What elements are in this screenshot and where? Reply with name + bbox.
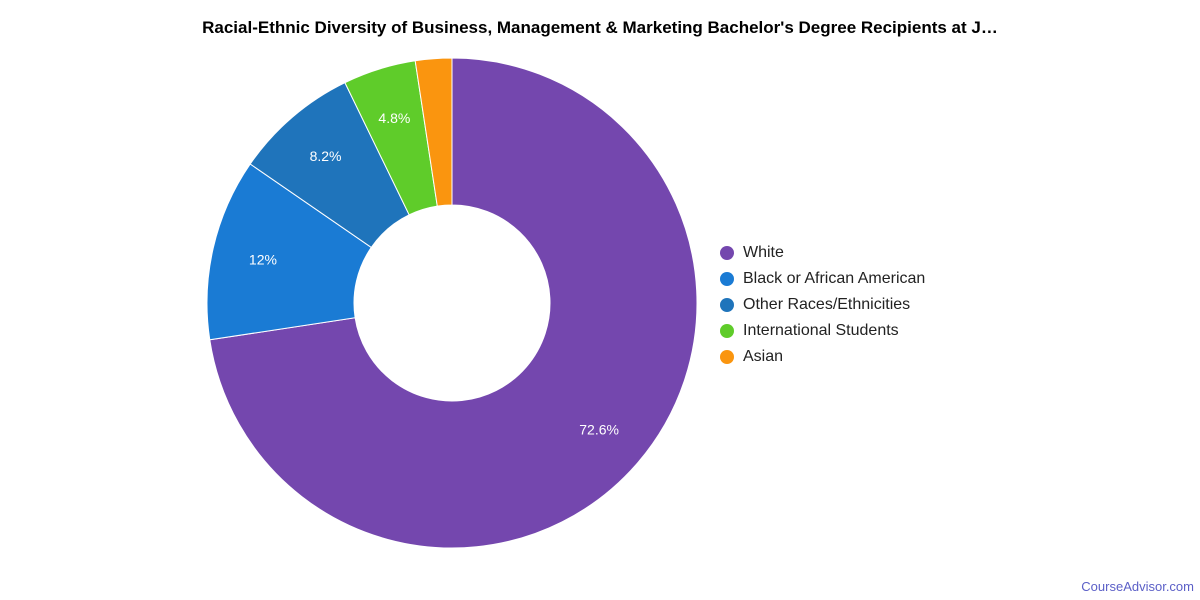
- legend-label: White: [743, 244, 784, 261]
- slice-black-or-african-american[interactable]: [206, 163, 372, 341]
- legend-label: Black or African American: [743, 270, 926, 287]
- slices-group: [206, 57, 698, 549]
- legend-swatch: [720, 324, 734, 338]
- legend-item[interactable]: International Students: [720, 318, 925, 344]
- legend-label: Asian: [743, 348, 784, 365]
- chart-title: Racial-Ethnic Diversity of Business, Man…: [202, 18, 998, 37]
- legend: White Black or African American Other Race…: [720, 240, 925, 370]
- slice-value-label: 12%: [249, 251, 277, 267]
- slice-value-label: 8.2%: [310, 148, 342, 164]
- legend-item[interactable]: Other Races/Ethnicities: [720, 292, 925, 318]
- legend-label: International Students: [743, 322, 899, 339]
- legend-swatch: [720, 272, 734, 286]
- slice-value-label: 72.6%: [579, 421, 619, 437]
- slice-white[interactable]: [209, 57, 698, 549]
- legend-item[interactable]: White: [720, 240, 925, 266]
- slice-labels-group: 72.6% 12% 8.2% 4.8%: [249, 110, 619, 438]
- legend-item[interactable]: Asian: [720, 344, 925, 370]
- legend-item[interactable]: Black or African American: [720, 266, 925, 292]
- legend-swatch: [720, 298, 734, 312]
- legend-swatch: [720, 350, 734, 364]
- legend-swatch: [720, 246, 734, 260]
- legend-label: Other Races/Ethnicities: [743, 296, 911, 313]
- slice-asian[interactable]: [414, 57, 453, 207]
- source-credit: CourseAdvisor.com: [1081, 579, 1194, 594]
- slice-value-label: 4.8%: [378, 110, 410, 126]
